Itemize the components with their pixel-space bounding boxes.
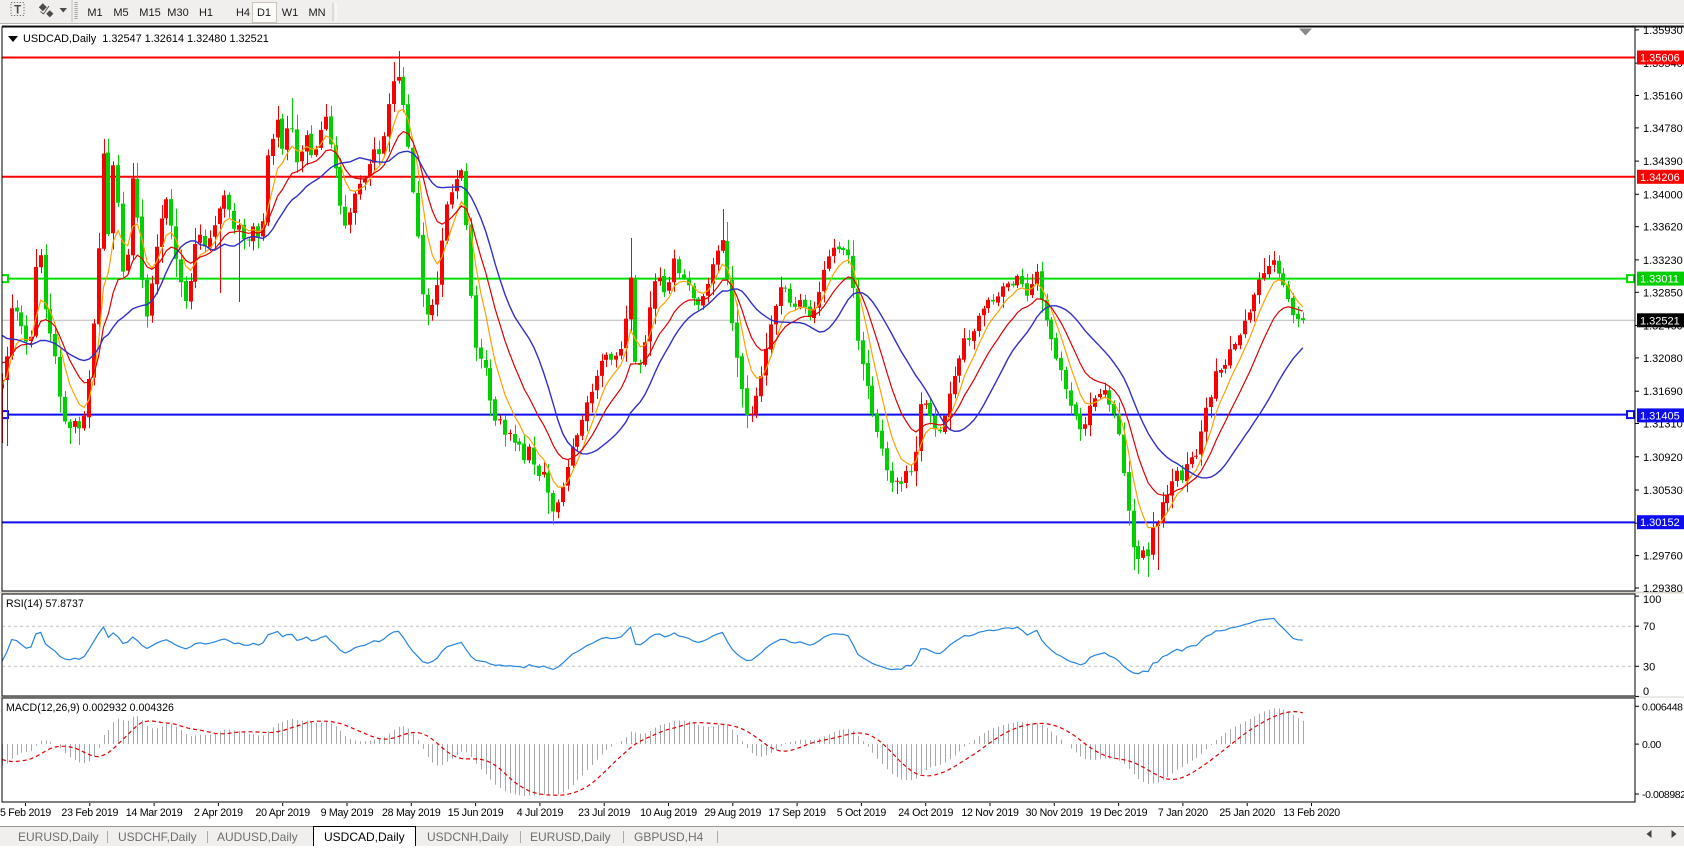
- svg-text:M15: M15: [139, 7, 160, 19]
- svg-text:70: 70: [1643, 621, 1655, 633]
- svg-text:1.35606: 1.35606: [1640, 53, 1680, 65]
- svg-text:1.29760: 1.29760: [1643, 551, 1683, 563]
- svg-text:EURUSD,Daily: EURUSD,Daily: [18, 830, 99, 844]
- svg-text:M5: M5: [113, 7, 128, 19]
- svg-text:29 Aug 2019: 29 Aug 2019: [704, 807, 761, 819]
- svg-text:19 Dec 2019: 19 Dec 2019: [1090, 807, 1148, 819]
- svg-text:M30: M30: [167, 7, 188, 19]
- svg-text:7 Jan 2020: 7 Jan 2020: [1158, 807, 1208, 819]
- svg-text:USDCAD,Daily 1.32547 1.32614: USDCAD,Daily 1.32547 1.32614 1.32480 1.3…: [23, 33, 269, 45]
- svg-text:1.30920: 1.30920: [1643, 452, 1683, 464]
- svg-text:1.33620: 1.33620: [1643, 222, 1683, 234]
- svg-text:GBPUSD,H4: GBPUSD,H4: [634, 830, 704, 844]
- svg-text:2 Apr 2019: 2 Apr 2019: [194, 807, 243, 819]
- svg-text:1.30530: 1.30530: [1643, 485, 1683, 497]
- svg-text:9 May 2019: 9 May 2019: [321, 807, 374, 819]
- svg-text:MN: MN: [308, 7, 325, 19]
- svg-text:15 Jun 2019: 15 Jun 2019: [448, 807, 504, 819]
- svg-text:1.34000: 1.34000: [1643, 189, 1683, 201]
- svg-text:30 Nov 2019: 30 Nov 2019: [1026, 807, 1084, 819]
- svg-text:10 Aug 2019: 10 Aug 2019: [640, 807, 697, 819]
- svg-text:100: 100: [1643, 594, 1661, 606]
- svg-text:25 Jan 2020: 25 Jan 2020: [1219, 807, 1275, 819]
- svg-text:H1: H1: [199, 7, 213, 19]
- svg-text:1.31405: 1.31405: [1640, 410, 1680, 422]
- svg-text:5 Feb 2019: 5 Feb 2019: [0, 807, 51, 819]
- svg-text:1.34780: 1.34780: [1643, 123, 1683, 135]
- svg-text:USDCAD,Daily: USDCAD,Daily: [324, 830, 405, 844]
- svg-text:1.35930: 1.35930: [1643, 25, 1683, 37]
- svg-text:12 Nov 2019: 12 Nov 2019: [961, 807, 1019, 819]
- svg-text:1.34390: 1.34390: [1643, 156, 1683, 168]
- svg-text:23 Feb 2019: 23 Feb 2019: [61, 807, 118, 819]
- svg-text:5 Oct 2019: 5 Oct 2019: [837, 807, 887, 819]
- svg-text:-0.008982: -0.008982: [1642, 789, 1684, 801]
- svg-text:RSI(14) 57.8737: RSI(14) 57.8737: [6, 598, 84, 610]
- svg-text:0.00: 0.00: [1642, 739, 1661, 751]
- svg-text:1.29380: 1.29380: [1643, 583, 1683, 595]
- svg-text:D1: D1: [257, 7, 271, 19]
- svg-text:1.31690: 1.31690: [1643, 386, 1683, 398]
- svg-text:14 Mar 2019: 14 Mar 2019: [126, 807, 183, 819]
- svg-text:AUDUSD,Daily: AUDUSD,Daily: [217, 830, 298, 844]
- svg-text:28 May 2019: 28 May 2019: [382, 807, 441, 819]
- svg-text:0: 0: [1643, 686, 1649, 698]
- svg-text:M1: M1: [87, 7, 102, 19]
- svg-text:20 Apr 2019: 20 Apr 2019: [256, 807, 311, 819]
- svg-text:24 Oct 2019: 24 Oct 2019: [898, 807, 953, 819]
- svg-text:1.33230: 1.33230: [1643, 255, 1683, 267]
- svg-text:1.35160: 1.35160: [1643, 91, 1683, 103]
- svg-text:23 Jul 2019: 23 Jul 2019: [578, 807, 630, 819]
- svg-text:USDCHF,Daily: USDCHF,Daily: [118, 830, 197, 844]
- svg-text:1.32080: 1.32080: [1643, 353, 1683, 365]
- svg-text:T: T: [14, 5, 21, 17]
- svg-text:1.32850: 1.32850: [1643, 287, 1683, 299]
- svg-text:17 Sep 2019: 17 Sep 2019: [768, 807, 826, 819]
- svg-text:1.32521: 1.32521: [1640, 315, 1680, 327]
- svg-text:USDCNH,Daily: USDCNH,Daily: [427, 830, 508, 844]
- svg-text:W1: W1: [282, 7, 299, 19]
- svg-text:EURUSD,Daily: EURUSD,Daily: [530, 830, 611, 844]
- svg-text:H4: H4: [236, 7, 250, 19]
- svg-text:4 Jul 2019: 4 Jul 2019: [517, 807, 564, 819]
- svg-text:1.33011: 1.33011: [1640, 274, 1679, 286]
- svg-text:30: 30: [1643, 661, 1655, 673]
- svg-text:MACD(12,26,9) 0.002932 0.00432: MACD(12,26,9) 0.002932 0.004326: [6, 702, 174, 714]
- svg-text:1.34206: 1.34206: [1640, 172, 1680, 184]
- svg-text:0.006448: 0.006448: [1642, 701, 1683, 713]
- svg-text:13 Feb 2020: 13 Feb 2020: [1283, 807, 1340, 819]
- svg-text:1.30152: 1.30152: [1640, 517, 1680, 529]
